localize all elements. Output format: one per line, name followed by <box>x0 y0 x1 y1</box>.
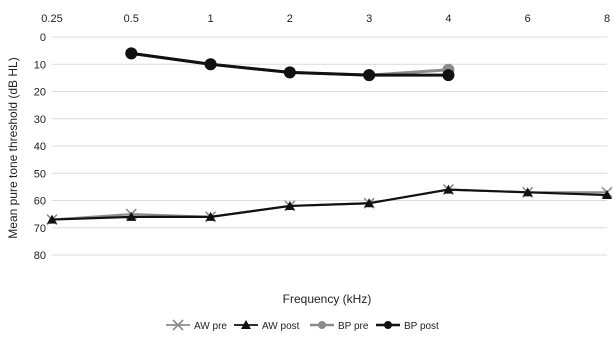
x-axis-label: Frequency (kHz) <box>283 292 372 306</box>
legend: AW pre AW post BP pre BP post <box>166 319 439 332</box>
legend-item-aw-pre: AW pre <box>166 319 227 332</box>
point-aw-post-4 <box>443 184 454 194</box>
legend-label-aw-post: AW post <box>262 321 300 332</box>
y-tick-0: 0 <box>40 32 46 44</box>
y-tick-10: 10 <box>34 59 46 71</box>
legend-item-aw-post: AW post <box>234 320 300 332</box>
y-tick-70: 70 <box>34 223 46 235</box>
y-axis-label: Mean pure tone threshold (dB HL) <box>6 57 20 238</box>
x-tick-0-5: 0.5 <box>124 13 139 25</box>
point-bp-post-0-5 <box>125 47 138 60</box>
point-bp-post-3 <box>363 69 376 82</box>
x-tick-6: 6 <box>525 13 531 25</box>
legend-swatch-marker-aw-post <box>241 320 251 329</box>
y-tick-40: 40 <box>34 141 46 153</box>
legend-label-aw-pre: AW pre <box>194 321 227 332</box>
y-tick-20: 20 <box>34 87 46 99</box>
point-aw-post-6 <box>522 187 533 197</box>
series-aw-post <box>47 184 612 224</box>
legend-swatch-marker-aw-pre <box>172 319 184 331</box>
point-aw-post-1 <box>205 211 216 221</box>
point-aw-post-3 <box>364 198 375 208</box>
point-bp-post-4 <box>442 69 455 82</box>
y-tick-30: 30 <box>34 114 46 126</box>
x-tick-1: 1 <box>208 13 214 25</box>
y-tick-50: 50 <box>34 168 46 180</box>
y-tick-labels: 0 10 20 30 40 50 60 70 80 <box>34 32 46 262</box>
legend-swatch-marker-aw-pre-stroke-b <box>172 319 184 331</box>
gridlines <box>52 36 607 256</box>
legend-swatch-marker-bp-pre <box>318 321 326 329</box>
line-aw-post <box>51 188 608 221</box>
x-tick-3: 3 <box>366 13 372 25</box>
x-tick-labels: 0.25 0.5 1 2 3 4 6 8 <box>41 13 610 25</box>
x-tick-0-25: 0.25 <box>41 13 62 25</box>
y-tick-80: 80 <box>34 250 46 262</box>
point-aw-post-2 <box>284 200 295 210</box>
point-bp-post-2 <box>283 66 296 79</box>
x-tick-2: 2 <box>287 13 293 25</box>
legend-swatch-marker-bp-post <box>384 321 392 329</box>
legend-label-bp-post: BP post <box>404 321 439 332</box>
series-bp-post <box>125 47 455 82</box>
series-group <box>46 47 613 226</box>
point-aw-post-0-25 <box>47 214 57 224</box>
x-tick-8: 8 <box>604 13 610 25</box>
point-bp-post-1 <box>204 58 217 71</box>
legend-item-bp-pre: BP pre <box>310 321 369 332</box>
point-aw-post-8 <box>602 190 612 200</box>
point-aw-post-0-5 <box>126 211 137 221</box>
x-tick-4: 4 <box>445 13 451 25</box>
legend-label-bp-pre: BP pre <box>338 321 369 332</box>
legend-item-bp-post: BP post <box>376 321 439 332</box>
y-tick-60: 60 <box>34 196 46 208</box>
